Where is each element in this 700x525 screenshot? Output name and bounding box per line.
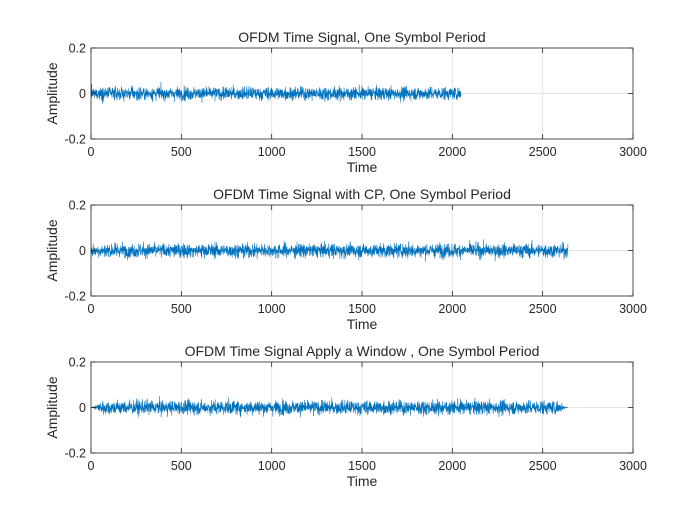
y-tick-label: -0.2: [64, 133, 86, 147]
chart-title: OFDM Time Signal Apply a Window , One Sy…: [185, 343, 540, 359]
y-tick-label: -0.2: [64, 290, 86, 304]
chart-title: OFDM Time Signal, One Symbol Period: [238, 29, 485, 45]
y-tick-label: -0.2: [64, 447, 86, 461]
x-tick-label: 3000: [619, 459, 647, 473]
y-tick-label: 0: [79, 87, 86, 101]
x-tick-label: 1000: [258, 302, 286, 316]
y-axis-label: Amplitude: [44, 219, 60, 281]
y-axis-label: Amplitude: [44, 62, 60, 124]
signal-series-line: [91, 396, 568, 418]
x-axis-label: Time: [347, 159, 378, 175]
x-tick-label: 2500: [529, 459, 557, 473]
y-tick-label: 0.2: [69, 42, 86, 56]
y-tick-label: 0: [79, 401, 86, 415]
x-tick-label: 0: [88, 145, 95, 159]
y-axis-label: Amplitude: [44, 376, 60, 438]
x-tick-label: 2500: [529, 302, 557, 316]
x-tick-label: 3000: [619, 302, 647, 316]
x-axis-label: Time: [347, 473, 378, 489]
x-axis-label: Time: [347, 316, 378, 332]
y-tick-label: 0.2: [69, 199, 86, 213]
x-tick-label: 0: [88, 302, 95, 316]
x-tick-label: 2000: [438, 145, 466, 159]
x-tick-label: 3000: [619, 145, 647, 159]
y-tick-label: 0.2: [69, 356, 86, 370]
x-tick-label: 2000: [438, 302, 466, 316]
x-tick-label: 2000: [438, 459, 466, 473]
y-tick-label: 0: [79, 244, 86, 258]
signal-series-line: [90, 239, 569, 262]
x-tick-label: 1500: [348, 145, 376, 159]
x-tick-label: 500: [171, 302, 192, 316]
x-tick-label: 0: [88, 459, 95, 473]
x-tick-label: 1500: [348, 302, 376, 316]
x-tick-label: 500: [171, 459, 192, 473]
x-tick-label: 1500: [348, 459, 376, 473]
x-tick-label: 500: [171, 145, 192, 159]
x-tick-label: 2500: [529, 145, 557, 159]
signal-series-line: [90, 81, 462, 104]
x-tick-label: 1000: [258, 145, 286, 159]
chart-title: OFDM Time Signal with CP, One Symbol Per…: [213, 186, 511, 202]
x-tick-label: 1000: [258, 459, 286, 473]
